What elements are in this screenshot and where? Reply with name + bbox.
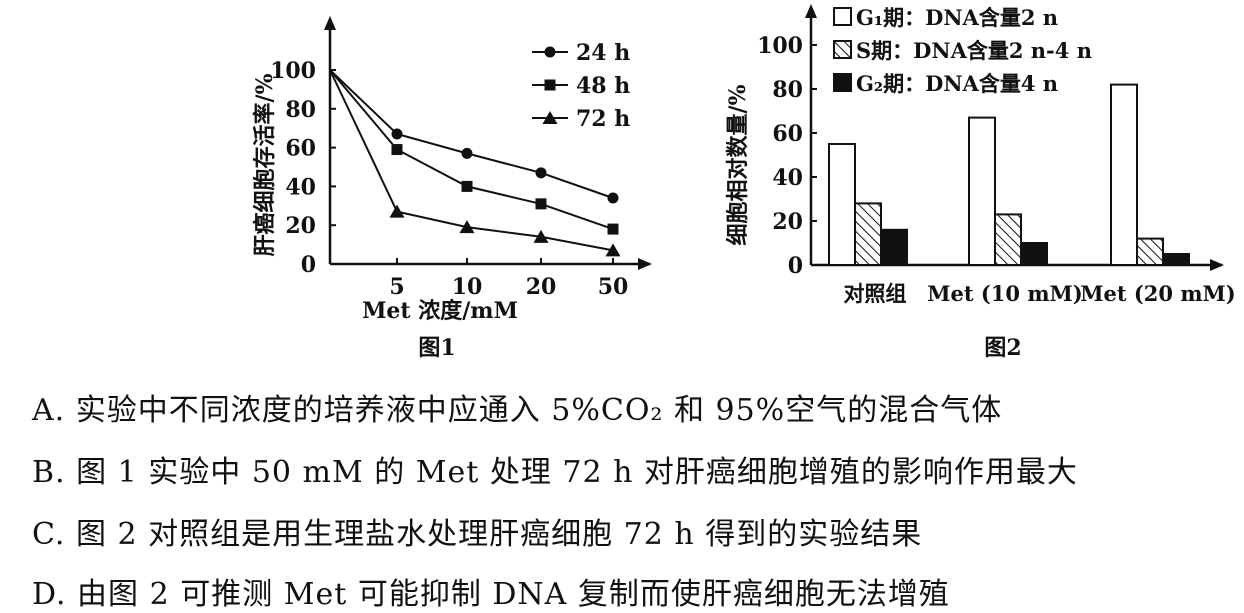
figure-1-x-tick-label: 5 xyxy=(389,274,404,300)
figure-2-axes: 0 20 40 60 80 100 对照组 Met (10 mM)Met (20 mM) xyxy=(757,4,1236,306)
bar-2-2 xyxy=(994,213,1022,266)
option-b: B. 图 1 实验中 50 mM 的 Met 处理 72 h 对肝癌细胞增殖的影… xyxy=(32,455,1078,490)
figure-2-x-tick-label: Met (10 mM) xyxy=(927,281,1083,306)
option-d: D. 由图 2 可推测 Met 可能抑制 DNA 复制而使肝癌细胞无法增殖 xyxy=(32,577,950,612)
legend-swatch xyxy=(833,40,852,59)
bar-2-1 xyxy=(968,116,996,266)
figure-1-y-tick-label: 0 xyxy=(301,252,316,278)
figure-1-x-tick-label: 20 xyxy=(526,274,557,300)
legend-marker xyxy=(542,111,558,124)
legend-swatch xyxy=(833,73,852,92)
figure-2-x-axis-arrow xyxy=(1210,259,1224,271)
figure-2-y-tick-label: 80 xyxy=(772,77,803,103)
figure-2-ylabel: 细胞相对数量/% xyxy=(725,84,751,245)
figure-2-x-tick-label: 对照组 xyxy=(844,281,907,306)
figure-1-y-tick-label: 100 xyxy=(270,58,316,84)
data-point-24h xyxy=(391,128,403,140)
figure-1-series xyxy=(329,69,621,257)
legend-label: G₂期：DNA含量4 n xyxy=(856,71,1058,96)
legend-marker xyxy=(544,46,556,58)
bar-2-3 xyxy=(1020,242,1048,266)
figure-1-x-axis-arrow xyxy=(638,258,652,270)
figure-2-legend: G₁期：DNA含量2 n S期：DNA含量2 n-4 n G₂期：DNA含量4 n xyxy=(833,5,1092,96)
figure-1-y-tick-label: 20 xyxy=(285,213,316,239)
legend-label: 72 h xyxy=(576,106,630,132)
figure-2-y-tick-label: 0 xyxy=(788,253,803,279)
legend-label: 48 h xyxy=(576,73,630,99)
option-a: A. 实验中不同浓度的培养液中应通入 5%CO₂ 和 95%空气的混合气体 xyxy=(32,393,1003,428)
figure-1-axes: 0 20 40 60 80 100 5 10 20 50 xyxy=(270,16,652,300)
bar-3-2 xyxy=(1136,237,1164,267)
legend-label: 24 h xyxy=(576,40,630,66)
figure-2-y-tick-label: 40 xyxy=(772,165,803,191)
bar-1-2 xyxy=(854,202,882,266)
data-point-48h xyxy=(607,223,619,235)
legend-label: S期：DNA含量2 n-4 n xyxy=(856,38,1092,63)
data-point-24h xyxy=(461,147,473,159)
figure-1-y-tick-label: 80 xyxy=(285,97,316,123)
data-point-48h xyxy=(535,198,547,210)
figure-1-caption: 图1 xyxy=(418,335,455,361)
data-point-72h xyxy=(605,243,621,257)
legend-label: G₁期：DNA含量2 n xyxy=(856,5,1058,30)
figure-1-ylabel: 肝癌细胞存活率/% xyxy=(252,73,278,256)
figure-1-x-tick-label: 50 xyxy=(598,274,629,300)
figure-2-x-tick-label: Met (20 mM) xyxy=(1080,281,1236,306)
figure-1-line-chart: 0 20 40 60 80 100 5 10 20 50 24 h 48 h 72 h Met 浓度/… xyxy=(252,16,652,361)
data-point-24h xyxy=(535,167,547,179)
figure-1-y-axis-arrow xyxy=(324,16,336,30)
bar-1-3 xyxy=(880,228,908,267)
data-point-72h xyxy=(533,229,549,243)
figure-2-y-tick-label: 100 xyxy=(757,33,803,59)
figure-2-y-axis-arrow xyxy=(805,4,817,18)
data-point-48h xyxy=(461,180,473,192)
bar-1-1 xyxy=(828,143,856,266)
data-point-24h xyxy=(607,192,619,204)
legend-swatch xyxy=(833,7,852,26)
legend-marker xyxy=(544,79,556,91)
figure-2-bars xyxy=(828,83,1190,267)
figure-1-legend: 24 h 48 h 72 h xyxy=(532,40,630,132)
figure-2-bar-chart: 0 20 40 60 80 100 对照组 Met (10 mM)Met (20 mM) G₁… xyxy=(725,4,1236,361)
data-point-72h xyxy=(389,204,405,218)
figure-1-y-tick-label: 60 xyxy=(285,136,316,162)
figure-2-y-tick-label: 20 xyxy=(772,209,803,235)
figure-2-caption: 图2 xyxy=(984,335,1021,361)
figure-1-y-tick-label: 40 xyxy=(285,174,316,200)
data-point-48h xyxy=(391,144,403,156)
option-c: C. 图 2 对照组是用生理盐水处理肝癌细胞 72 h 得到的实验结果 xyxy=(32,517,923,552)
bar-3-3 xyxy=(1162,253,1190,266)
figure-1-xlabel: Met 浓度/mM xyxy=(362,298,518,324)
data-point-72h xyxy=(459,220,475,234)
bar-3-1 xyxy=(1110,83,1138,266)
figure-1-x-tick-label: 10 xyxy=(452,274,483,300)
figure-2-y-tick-label: 60 xyxy=(772,121,803,147)
